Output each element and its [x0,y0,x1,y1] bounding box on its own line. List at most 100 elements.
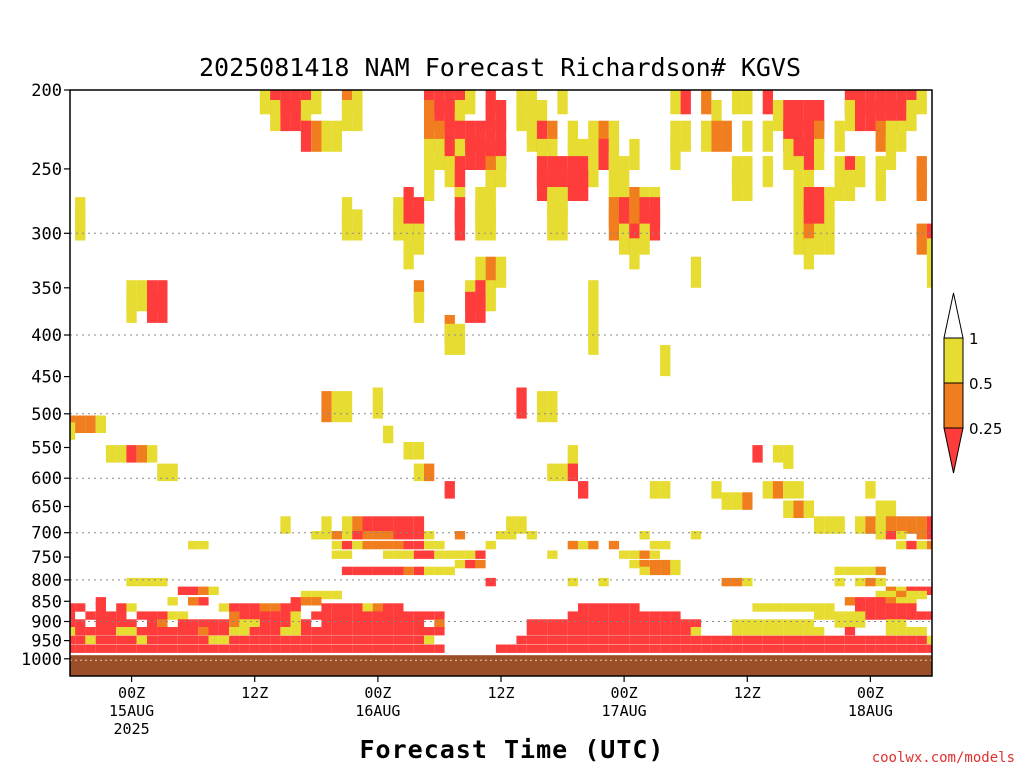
heatmap-cell [783,603,794,612]
heatmap-cell [424,120,435,152]
heatmap-cell [413,550,425,559]
heatmap-cell [403,611,414,620]
heatmap-cell [177,611,189,620]
y-tick-label: 250 [31,160,62,180]
heatmap-cell [608,603,620,612]
heatmap-cell [188,540,199,550]
heatmap-cell [413,635,425,645]
heatmap-cell [372,627,383,636]
heatmap-cell [495,120,507,152]
heatmap-cell [526,100,537,132]
credit-text: coolwx.com/models [872,750,1015,766]
heatmap-cell [208,586,219,595]
heatmap-cell [383,540,394,550]
heatmap-cell [783,451,794,469]
heatmap-cell [444,138,455,170]
heatmap-cell [157,619,168,628]
heatmap-cell [352,644,363,653]
colorbar-legend: 1 0.5 0.25 [943,292,1002,474]
heatmap-cell [75,603,86,612]
heatmap-cell [362,611,373,620]
heatmap-cell [875,611,886,620]
heatmap-cell [649,566,661,576]
heatmap-cell [485,280,496,312]
heatmap-cell [711,481,722,499]
heatmap-cell [516,387,527,419]
heatmap-cell [649,209,661,241]
heatmap-cell [772,619,784,628]
y-tick-label: 850 [31,592,62,612]
heatmap-cell [177,635,189,645]
heatmap-cell [290,627,301,636]
heatmap-cell [147,635,158,645]
heatmap-cell [311,531,322,540]
heatmap-cell [814,223,825,255]
heatmap-cell [290,619,301,628]
heatmap-cell [629,619,640,628]
heatmap-cell [896,590,907,600]
heatmap-cell [629,550,640,559]
heatmap-cell [762,120,773,152]
heatmap-cell [413,463,425,482]
heatmap-cell [157,635,168,645]
heatmap-cell [557,627,568,636]
heatmap-cell [906,540,917,550]
heatmap-cell [608,635,620,645]
heatmap-cell [403,550,414,559]
heatmap-cell [485,100,496,132]
heatmap-cell [270,603,281,612]
heatmap-cell [783,100,794,132]
heatmap-cell [485,138,496,170]
heatmap-cell [331,540,342,550]
heatmap-cell [95,603,106,612]
heatmap-cell [588,627,599,636]
heatmap-cell [444,550,455,559]
heatmap-cell [280,100,291,132]
heatmap-cell [362,566,373,576]
heatmap-cell [680,90,691,115]
heatmap-cell [75,209,86,241]
heatmap-cell [352,100,363,132]
heatmap-cell [742,492,753,510]
heatmap-cell [690,531,702,540]
heatmap-cell [855,566,866,576]
heatmap-cell [844,597,856,606]
heatmap-cell [772,481,784,499]
heatmap-cell [824,223,835,255]
heatmap-cell [239,611,250,620]
heatmap-cell [629,635,640,645]
heatmap-cell [865,597,876,606]
heatmap-cell [629,559,640,569]
heatmap-cell [259,619,271,628]
heatmap-cell [762,603,773,612]
heatmap-cell [660,540,671,550]
heatmap-cell [249,611,260,620]
heatmap-cell [762,481,773,499]
heatmap-cell [157,463,168,482]
heatmap-cell [660,345,671,377]
heatmap-cell [567,451,578,469]
heatmap-cell [814,611,825,620]
heatmap-cell [300,100,312,132]
heatmap-cell [116,619,127,628]
heatmap-cell [177,627,189,636]
heatmap-cell [885,627,897,636]
heatmap-cell [95,627,106,636]
heatmap-cell [393,550,404,559]
heatmap-cell [742,577,753,587]
heatmap-cell [270,100,281,132]
heatmap-cell [608,644,620,653]
heatmap-cell [608,209,620,241]
heatmap-cell [721,644,732,653]
heatmap-cell [793,619,804,628]
heatmap-cell [444,323,455,355]
heatmap-cell [331,635,342,645]
heatmap-cell [424,550,435,559]
heatmap-cell [834,577,845,587]
heatmap-cell [670,644,681,653]
heatmap-cell [393,540,404,550]
heatmap-cell [721,577,732,587]
heatmap-cell [567,120,578,152]
heatmap-cell [105,635,117,645]
heatmap-cell [270,619,281,628]
